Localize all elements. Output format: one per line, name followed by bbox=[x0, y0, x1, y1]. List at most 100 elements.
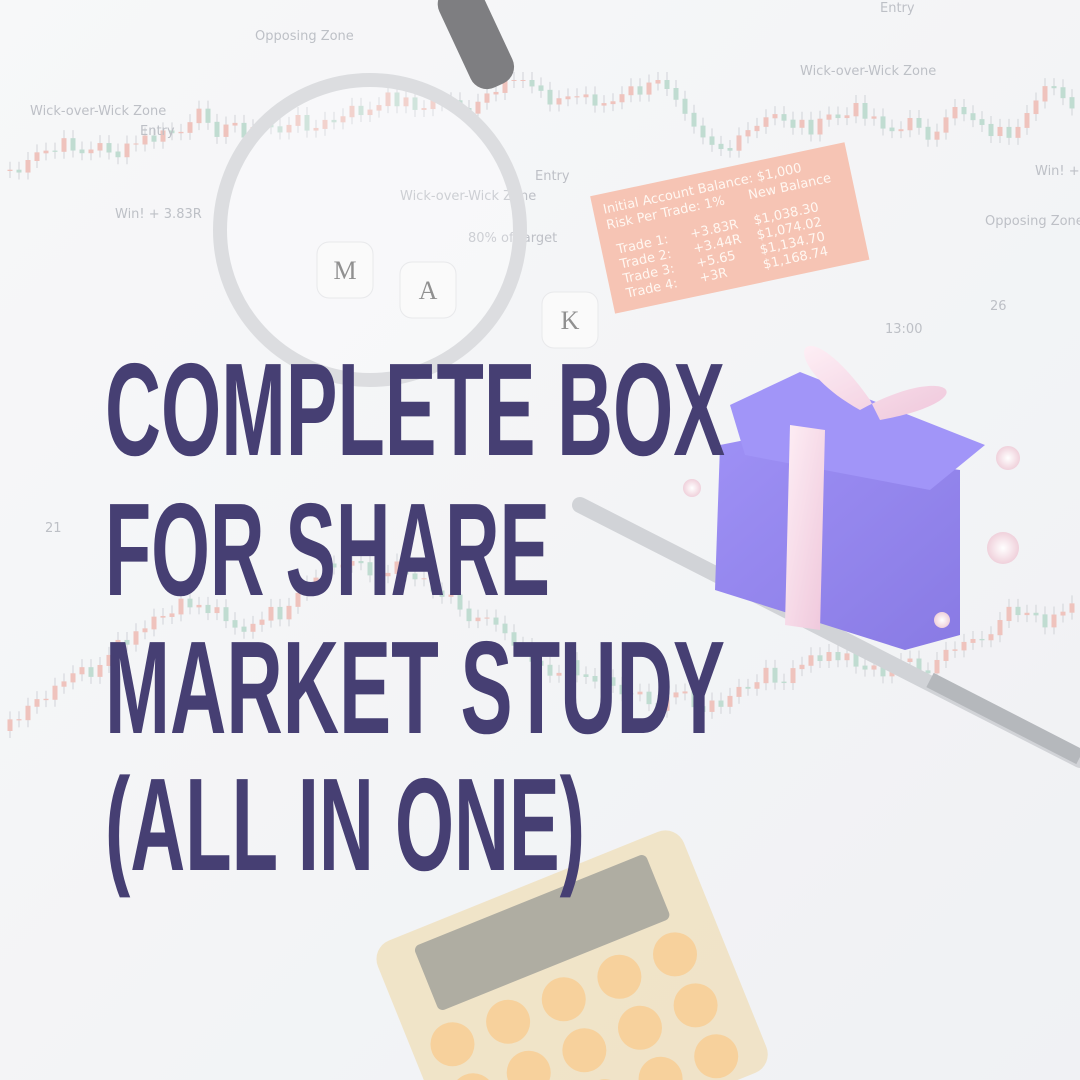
candle bbox=[925, 126, 931, 140]
candle bbox=[286, 124, 292, 133]
candle bbox=[781, 114, 787, 121]
candle bbox=[304, 114, 310, 131]
candle bbox=[970, 638, 976, 643]
candle bbox=[394, 92, 400, 107]
candle bbox=[358, 561, 364, 564]
candle bbox=[862, 102, 868, 119]
candle bbox=[718, 700, 724, 707]
candle bbox=[187, 598, 193, 608]
candle bbox=[592, 94, 598, 106]
candle bbox=[916, 118, 922, 128]
candle bbox=[439, 590, 445, 597]
candle bbox=[619, 94, 625, 103]
candle bbox=[412, 573, 418, 580]
key bbox=[653, 932, 698, 977]
dice: M A K bbox=[316, 241, 599, 349]
candle bbox=[529, 646, 535, 662]
candle bbox=[700, 125, 706, 138]
candle bbox=[745, 130, 751, 137]
background-label: 13:00 bbox=[885, 322, 922, 337]
background-label: Entry bbox=[535, 169, 570, 184]
candle bbox=[223, 124, 229, 137]
die-body bbox=[399, 261, 457, 319]
candle bbox=[169, 130, 175, 134]
candle bbox=[151, 135, 157, 142]
candle bbox=[673, 87, 679, 100]
candle bbox=[79, 667, 85, 675]
candle bbox=[511, 632, 517, 646]
candle bbox=[187, 122, 193, 133]
candle bbox=[781, 681, 787, 684]
candle bbox=[61, 138, 67, 152]
background-label: Entry bbox=[140, 124, 175, 139]
candle bbox=[664, 696, 670, 711]
candle bbox=[727, 148, 733, 151]
candle bbox=[691, 112, 697, 127]
candle bbox=[16, 719, 22, 721]
candle bbox=[628, 86, 634, 96]
candle bbox=[70, 673, 76, 683]
calculator bbox=[376, 830, 768, 1080]
key bbox=[673, 983, 718, 1028]
candle bbox=[286, 605, 292, 620]
candle bbox=[304, 583, 310, 594]
candle bbox=[403, 561, 409, 575]
candle bbox=[124, 639, 130, 645]
candle bbox=[529, 80, 535, 87]
candle bbox=[637, 86, 643, 95]
gift-box bbox=[715, 440, 960, 650]
candle bbox=[826, 114, 832, 120]
candle bbox=[880, 116, 886, 129]
magnifier-handle bbox=[437, 0, 515, 90]
candle bbox=[1006, 126, 1012, 138]
candle bbox=[214, 607, 220, 614]
candle bbox=[565, 96, 571, 100]
candle bbox=[169, 613, 175, 617]
candle bbox=[412, 97, 418, 110]
candle bbox=[907, 658, 913, 663]
candle bbox=[430, 578, 436, 592]
candle bbox=[340, 116, 346, 123]
candle bbox=[493, 617, 499, 625]
candle bbox=[295, 114, 301, 126]
candle bbox=[889, 127, 895, 132]
candle bbox=[313, 127, 319, 131]
candle bbox=[727, 695, 733, 707]
background-label: Opposing Zone bbox=[985, 214, 1080, 229]
background-label: Wick-over-Wick Zone bbox=[400, 189, 536, 204]
candle bbox=[313, 577, 319, 585]
candle bbox=[655, 80, 661, 84]
key bbox=[506, 1050, 551, 1080]
key bbox=[541, 977, 586, 1022]
candle bbox=[601, 103, 607, 106]
candle bbox=[1015, 126, 1021, 138]
candle bbox=[16, 169, 22, 173]
candle bbox=[790, 668, 796, 684]
candle bbox=[682, 691, 688, 694]
candle bbox=[34, 699, 40, 707]
candle bbox=[43, 150, 49, 154]
candle bbox=[898, 129, 904, 132]
candle bbox=[322, 119, 328, 129]
candle bbox=[475, 101, 481, 114]
headline-line: MARKET STUDY bbox=[105, 614, 725, 761]
candle bbox=[277, 126, 283, 133]
candle bbox=[646, 691, 652, 705]
candle bbox=[115, 151, 121, 158]
candle bbox=[88, 667, 94, 677]
candle bbox=[808, 655, 814, 666]
candle bbox=[628, 693, 634, 695]
candle bbox=[232, 620, 238, 628]
pen-cap bbox=[926, 672, 1080, 765]
candle bbox=[70, 138, 76, 151]
candle bbox=[979, 638, 985, 641]
candle bbox=[205, 108, 211, 123]
candle bbox=[142, 628, 148, 633]
candle bbox=[376, 105, 382, 111]
candle bbox=[763, 667, 769, 684]
candle bbox=[115, 639, 121, 656]
headline-line: COMPLETE BOX bbox=[105, 336, 725, 483]
candle bbox=[556, 98, 562, 105]
